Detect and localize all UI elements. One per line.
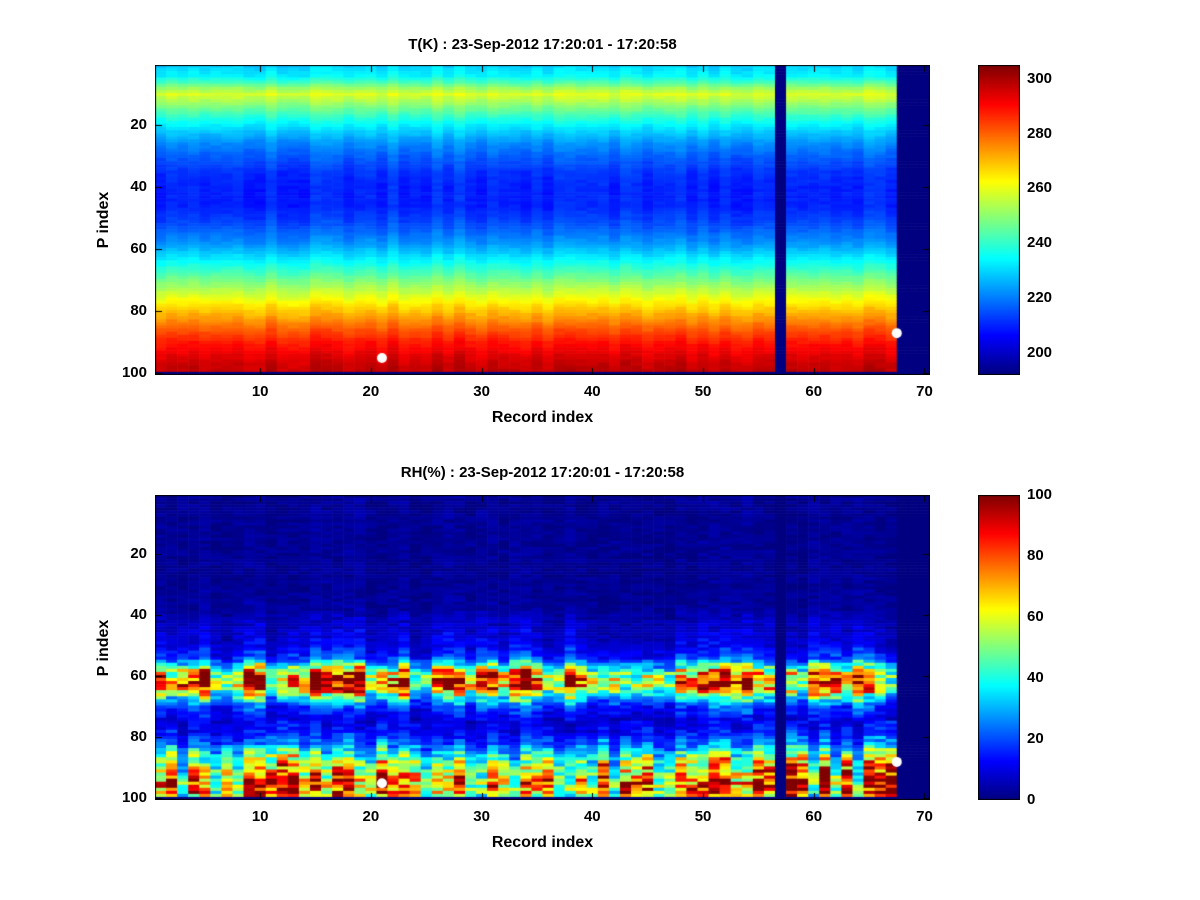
temperature-colorbar-tick-label: 200 <box>1027 344 1053 362</box>
temperature-y-tick-label: 80 <box>130 302 147 320</box>
temperature-colorbar-tick-label: 300 <box>1027 69 1053 87</box>
temperature-y-tick-label: 60 <box>130 240 147 258</box>
temperature-y-tick-label: 100 <box>121 364 147 382</box>
humidity-x-axis-label: Record index <box>491 834 594 851</box>
temperature-colorbar-tick-label: 240 <box>1027 234 1053 252</box>
temperature-heatmap-canvas <box>155 65 930 375</box>
temperature-x-tick-label: 40 <box>583 383 601 400</box>
temperature-x-tick-label: 60 <box>805 383 823 400</box>
temperature-colorbar-tick-label: 220 <box>1027 289 1053 307</box>
humidity-x-tick-label: 60 <box>805 808 823 825</box>
temperature-x-tick-label: 30 <box>473 383 490 400</box>
temperature-y-tick-label: 20 <box>130 116 147 134</box>
humidity-colorbar-tick-label: 0 <box>1027 791 1036 808</box>
humidity-y-tick-label: 40 <box>130 606 147 624</box>
humidity-x-tick-label: 20 <box>362 808 380 825</box>
humidity-colorbar-tick-label: 100 <box>1027 486 1053 503</box>
humidity-colorbar <box>978 495 1020 800</box>
temperature-x-tick-label: 20 <box>362 383 380 400</box>
temperature-x-tick-label: 70 <box>916 383 933 400</box>
humidity-x-tick-label: 10 <box>251 808 269 825</box>
humidity-y-tick-label: 100 <box>121 789 147 807</box>
humidity-y-tick-label: 80 <box>130 728 147 746</box>
temperature-colorbar-tick-label: 260 <box>1027 179 1053 197</box>
temperature-y-tick-label: 40 <box>130 178 147 196</box>
temperature-x-tick-label: 50 <box>694 383 712 400</box>
humidity-colorbar-tick-label: 20 <box>1027 730 1044 747</box>
temperature-x-axis-label: Record index <box>491 409 594 426</box>
humidity-x-tick-label: 70 <box>916 808 933 825</box>
humidity-heatmap-canvas <box>155 495 930 800</box>
humidity-colorbar-tick-label: 40 <box>1027 669 1044 686</box>
temperature-colorbar-tick-label: 280 <box>1027 124 1053 142</box>
humidity-y-tick-label: 20 <box>130 545 147 563</box>
humidity-x-tick-label: 40 <box>583 808 601 825</box>
temperature-colorbar <box>978 65 1020 375</box>
humidity-colorbar-tick-label: 80 <box>1027 547 1044 564</box>
temperature-x-tick-label: 10 <box>251 383 269 400</box>
temperature-plot-title: T(K) : 23-Sep-2012 17:20:01 - 17:20:58 <box>408 36 677 53</box>
humidity-plot-title: RH(%) : 23-Sep-2012 17:20:01 - 17:20:58 <box>400 464 685 481</box>
humidity-x-tick-label: 30 <box>473 808 490 825</box>
humidity-x-tick-label: 50 <box>694 808 712 825</box>
humidity-colorbar-tick-label: 60 <box>1027 608 1044 625</box>
humidity-y-tick-label: 60 <box>130 667 147 685</box>
